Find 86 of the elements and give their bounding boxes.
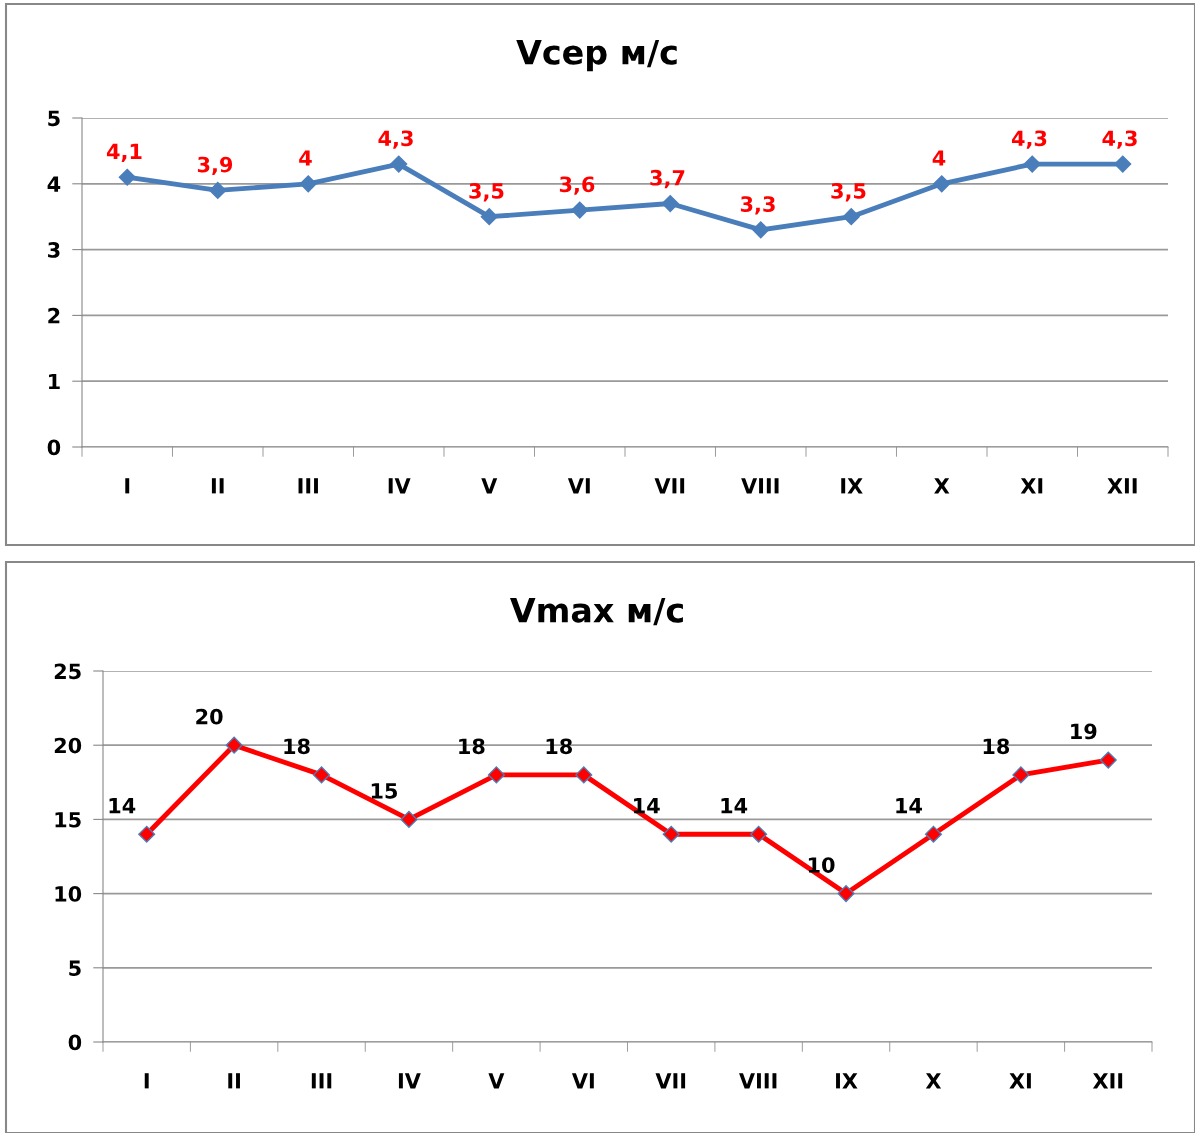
data-label: 20 [196,708,223,725]
y-tick-label: 4 [47,176,61,192]
x-tick-label: IX [841,478,863,494]
chart-title: Vсер м/с [516,39,677,72]
x-tick-label: I [125,478,130,494]
point [480,208,498,226]
x-tick-label: II [211,478,224,494]
y-tick-label: 5 [69,960,81,977]
x-tick-label: IV [398,1073,421,1089]
point [312,766,331,784]
point [118,168,136,186]
x-tick-label: V [481,478,498,494]
point [390,155,408,173]
data-label: 4,3 [1102,130,1137,149]
point [924,825,943,843]
x-tick-label: III [298,478,318,494]
data-label: 10 [808,857,835,873]
y-tick-label: 15 [55,812,81,828]
point [1023,155,1041,173]
x-tick-label: VII [655,1073,686,1089]
y-tick-label: 3 [48,242,60,258]
x-tick-label: X [934,478,950,494]
chart-title: Vmax м/с [510,597,683,626]
data-label: 4,3 [378,130,413,149]
data-label: 4,3 [1011,130,1047,149]
point [661,194,679,213]
x-tick-label: III [311,1073,332,1089]
y-tick-label: 0 [47,439,61,456]
data-label: 3,5 [831,183,866,202]
data-label: 14 [721,798,748,814]
x-tick-label: VIII [739,1073,777,1089]
x-tick-label: VIII [741,478,779,494]
data-label: 18 [459,738,485,755]
data-label: 15 [371,783,397,799]
y-tick-label: 5 [48,110,60,127]
data-label: 3,6 [559,176,595,195]
y-tick-label: 1 [49,373,60,390]
point [225,736,243,754]
x-tick-label: II [228,1073,240,1089]
data-label: 14 [896,798,922,814]
point [209,181,227,199]
data-label: 4 [299,150,312,166]
data-label: 18 [284,738,310,755]
data-label: 4,1 [106,143,142,162]
point [1114,155,1132,173]
point [138,825,156,843]
x-tick-label: VI [571,1073,594,1089]
x-tick-label: IX [836,1073,858,1089]
y-tick-label: 10 [55,886,82,902]
y-tick-label: 0 [68,1034,82,1051]
data-label: 14 [634,798,660,814]
point [1099,751,1117,769]
y-tick-label: 2 [48,307,60,324]
x-tick-label: X [925,1073,942,1089]
x-tick-label: V [488,1073,505,1089]
x-tick-label: XI [1020,478,1043,494]
x-tick-label: I [144,1073,149,1089]
x-tick-label: XI [1009,1073,1031,1089]
point [575,766,593,784]
point [400,810,418,828]
x-tick-label: VI [567,478,590,494]
point [750,825,768,843]
point [1012,766,1030,784]
x-tick-label: XII [1092,1073,1123,1089]
point [662,825,680,843]
y-tick-label: 25 [54,663,81,680]
data-label: 3,3 [740,196,775,215]
data-label: 14 [109,798,136,814]
data-label: 18 [983,738,1010,755]
x-tick-label: IV [388,478,411,494]
data-label: 3,9 [197,156,233,176]
data-label: 4 [932,150,946,166]
data-label: 3,5 [469,183,504,202]
point [933,175,951,193]
point [299,175,317,193]
point [752,221,770,239]
point [571,201,589,219]
y-tick-label: 20 [54,737,82,754]
point [842,208,860,226]
x-tick-label: XII [1107,478,1137,494]
point [837,885,855,903]
x-tick-label: VII [654,478,685,494]
point [487,766,505,784]
data-label: 19 [1071,723,1097,740]
data-label: 18 [546,738,572,755]
data-label: 3,7 [650,169,685,189]
